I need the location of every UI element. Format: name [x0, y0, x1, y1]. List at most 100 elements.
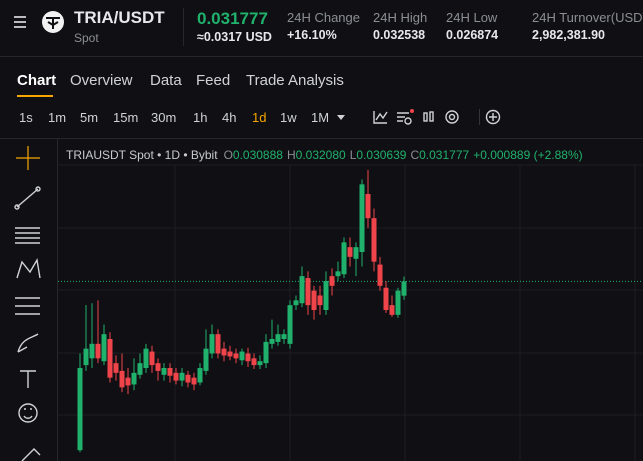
legend-value: 0.032080: [295, 148, 346, 162]
candle-body: [143, 348, 149, 368]
interval[interactable]: 30m: [151, 110, 177, 125]
candle-body: [329, 276, 335, 286]
candle-body: [149, 351, 155, 366]
candle-body: [251, 358, 257, 366]
candle-body: [245, 353, 251, 362]
candle-body: [119, 370, 125, 388]
interval[interactable]: 1d: [252, 110, 267, 125]
candle-body: [323, 281, 329, 310]
candle-body: [299, 276, 305, 304]
chart-legend: TRIAUSDT Spot • 1D • Bybit O 0.030888 H 0.…: [66, 148, 583, 162]
coin-logo-glyph: [46, 17, 60, 29]
candle-body: [191, 377, 197, 385]
tab[interactable]: Overview: [70, 72, 133, 89]
candle-body: [185, 374, 191, 383]
candle-body: [113, 363, 119, 373]
candle-body: [179, 372, 185, 381]
grid: [58, 164, 643, 461]
legend-symbol: TRIAUSDT Spot • 1D • Bybit: [66, 148, 218, 162]
interval[interactable]: 1s: [19, 110, 33, 125]
candle-body: [125, 377, 131, 386]
candle-body: [341, 242, 347, 275]
toolbar-icons[interactable]: [373, 109, 501, 125]
tool-dots: [24, 408, 32, 410]
candle-body: [131, 372, 137, 385]
candle-body: [401, 281, 407, 296]
candle-body: [293, 300, 299, 306]
stat-label: 24H High: [373, 10, 428, 25]
interval[interactable]: 15m: [113, 110, 139, 125]
tab[interactable]: Chart: [17, 72, 57, 89]
legend-change: +0.000889 (+2.88%): [473, 148, 583, 162]
interval[interactable]: 5m: [80, 110, 99, 125]
legend-key: O: [223, 148, 233, 162]
candle-body: [305, 278, 311, 306]
interval[interactable]: 1m: [48, 110, 67, 125]
last-price: 0.031777: [197, 9, 268, 28]
stat-label: 24H Turnover(USDT: [532, 10, 643, 25]
legend-key: H: [286, 148, 296, 162]
candle-body: [227, 351, 233, 357]
crosshair-tool[interactable]: [16, 146, 40, 170]
candle-body: [233, 353, 239, 359]
interval[interactable]: 1M: [311, 110, 330, 125]
candle-body: [317, 295, 323, 306]
stat-value: +16.10%: [287, 28, 337, 42]
candle-body: [335, 271, 341, 277]
stat-value: 0.032538: [373, 28, 426, 42]
stat-label: 24H Low: [446, 10, 498, 25]
candle-body: [359, 184, 365, 252]
candle-body: [269, 339, 275, 344]
candle-body: [197, 368, 203, 383]
candle-body: [353, 247, 359, 259]
drawing-tools[interactable]: [14, 186, 41, 461]
tab[interactable]: Data: [150, 72, 182, 89]
candle-body: [173, 372, 179, 381]
candle-body: [155, 363, 161, 371]
candle-body: [89, 343, 95, 359]
candle-body: [389, 305, 395, 315]
candle-body: [371, 218, 377, 262]
stat-value: 2,982,381.90: [532, 28, 605, 42]
candle-body: [275, 334, 281, 342]
candle-body: [83, 348, 89, 366]
legend-key: C: [410, 148, 420, 162]
legend-value: 0.030888: [232, 148, 283, 162]
interval[interactable]: 4h: [222, 110, 237, 125]
pair: TRIA/USDT: [74, 8, 165, 27]
candle-body: [311, 290, 317, 310]
candle-body: [377, 264, 383, 286]
legend-value: 0.030639: [356, 148, 407, 162]
candle-body: [395, 290, 401, 315]
candle-body: [257, 361, 263, 366]
candle-body: [365, 194, 371, 219]
dropdown-arrow[interactable]: [337, 115, 345, 120]
candle-body: [107, 339, 113, 378]
candle-body: [95, 343, 101, 359]
candle-body: [203, 348, 209, 371]
candle-body: [287, 305, 293, 344]
candle-body: [215, 334, 221, 354]
candle-body: [263, 341, 269, 364]
candle-body: [161, 368, 167, 375]
legend-value: 0.031777: [419, 148, 470, 162]
usd-price: ≈0.0317 USD: [197, 30, 272, 44]
candle-body: [101, 334, 107, 362]
candle-body: [383, 287, 389, 310]
interval[interactable]: 1w: [280, 110, 297, 125]
candle-body: [281, 334, 287, 339]
interval[interactable]: 1h: [193, 110, 208, 125]
tab[interactable]: Feed: [196, 72, 231, 89]
candle-body: [221, 348, 227, 356]
notice-dot: [410, 109, 414, 113]
stat-value: 0.026874: [446, 28, 499, 42]
menu-icon[interactable]: [14, 16, 26, 28]
legend-key: L: [349, 148, 357, 162]
market: Spot: [74, 31, 99, 45]
candle-body: [239, 351, 245, 361]
candles: [58, 169, 643, 453]
tab[interactable]: Trade Analysis: [246, 72, 344, 89]
candle-body: [137, 363, 143, 375]
